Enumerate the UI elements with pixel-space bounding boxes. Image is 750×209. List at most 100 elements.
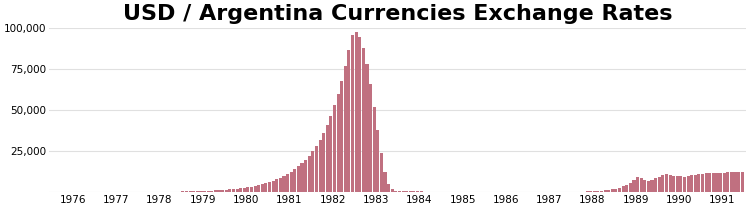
Bar [694,175,697,192]
Bar [592,191,596,192]
Bar [236,189,238,192]
Bar [369,84,372,192]
Bar [686,176,690,192]
Bar [636,177,639,192]
Bar [239,188,242,192]
Bar [225,190,228,192]
Bar [217,190,220,192]
Bar [590,191,592,192]
Bar [243,188,246,192]
Bar [297,166,300,192]
Bar [210,191,213,192]
Bar [701,174,704,192]
Bar [398,191,401,192]
Bar [351,35,354,192]
Bar [614,189,617,192]
Bar [340,81,344,192]
Bar [337,94,340,192]
Bar [423,191,426,192]
Bar [333,105,336,192]
Bar [626,185,628,192]
Bar [203,191,206,192]
Bar [719,173,722,192]
Bar [401,191,404,192]
Bar [704,173,708,192]
Bar [730,172,733,192]
Bar [246,187,250,192]
Bar [647,181,650,192]
Bar [608,190,610,192]
Bar [311,151,314,192]
Bar [716,173,718,192]
Bar [275,180,278,192]
Bar [286,174,289,192]
Bar [182,191,184,192]
Bar [283,176,286,192]
Bar [632,180,635,192]
Bar [596,191,599,192]
Bar [207,191,210,192]
Bar [600,191,603,192]
Bar [250,187,253,192]
Bar [698,174,700,192]
Bar [344,66,346,192]
Bar [665,174,668,192]
Bar [358,37,362,192]
Bar [178,191,181,192]
Bar [192,191,195,192]
Title: USD / Argentina Currencies Exchange Rates: USD / Argentina Currencies Exchange Rate… [123,4,673,24]
Bar [196,191,199,192]
Bar [279,178,282,192]
Bar [347,50,350,192]
Bar [322,133,326,192]
Bar [272,181,274,192]
Bar [200,191,202,192]
Bar [741,172,744,192]
Bar [391,189,394,192]
Bar [185,191,188,192]
Bar [257,185,260,192]
Bar [409,191,412,192]
Bar [658,177,661,192]
Bar [373,107,376,192]
Bar [680,176,682,192]
Bar [319,140,322,192]
Bar [405,191,408,192]
Bar [376,130,380,192]
Bar [326,125,328,192]
Bar [301,163,304,192]
Bar [618,188,621,192]
Bar [221,190,224,192]
Bar [654,178,657,192]
Bar [380,153,383,192]
Bar [365,65,368,192]
Bar [265,183,268,192]
Bar [362,48,365,192]
Bar [668,175,671,192]
Bar [622,186,625,192]
Bar [293,169,296,192]
Bar [315,146,318,192]
Bar [672,176,675,192]
Bar [640,178,643,192]
Bar [650,180,653,192]
Bar [690,175,693,192]
Bar [586,191,589,192]
Bar [394,191,398,192]
Bar [683,177,686,192]
Bar [383,172,386,192]
Bar [308,155,310,192]
Bar [214,190,217,192]
Bar [416,191,419,192]
Bar [232,189,235,192]
Bar [726,172,729,192]
Bar [387,184,390,192]
Bar [723,172,726,192]
Bar [329,116,332,192]
Bar [644,180,646,192]
Bar [628,183,632,192]
Bar [268,182,271,192]
Bar [261,184,264,192]
Bar [355,32,358,192]
Bar [290,172,292,192]
